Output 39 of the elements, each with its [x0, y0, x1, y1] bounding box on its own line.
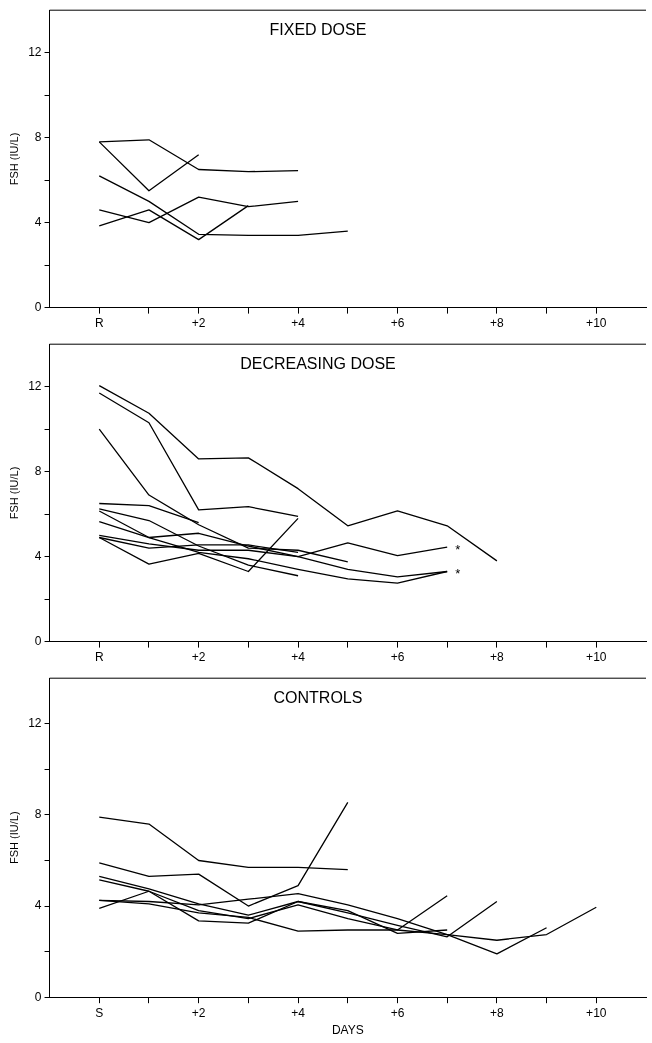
y-axis-title: FSH (IU/L)	[7, 466, 20, 520]
x-tick-label: +10	[586, 316, 607, 331]
x-tick-label: +2	[191, 1005, 206, 1020]
x-tick-label: +8	[490, 650, 505, 665]
x-tick-label: +8	[490, 316, 505, 331]
x-tick-label: S	[95, 1005, 104, 1020]
y-tick-label: 0	[34, 633, 42, 648]
x-tick-label: R	[94, 316, 104, 331]
y-tick-label: 12	[28, 716, 42, 731]
y-tick-label: 0	[34, 299, 42, 314]
x-tick-label: +4	[291, 316, 306, 331]
y-tick-label: 8	[34, 129, 42, 144]
y-tick-label: 8	[34, 463, 42, 478]
x-tick-label: +6	[390, 650, 405, 665]
x-tick-label: R	[94, 650, 104, 665]
y-tick-label: 4	[34, 548, 42, 563]
y-tick-label: 12	[28, 379, 42, 393]
text: FIXED DOSE	[269, 20, 367, 38]
x-tick-label: +2	[191, 650, 206, 665]
y-axis-title: FSH (IU/L)	[7, 811, 20, 864]
y-tick-label: 4	[34, 214, 42, 229]
annotation: *	[455, 566, 461, 582]
y-tick-label: 12	[28, 45, 42, 59]
x-tick-label: +8	[490, 1005, 505, 1020]
y-axis-title: FSH (IU/L)	[7, 132, 20, 186]
x-tick-label: +10	[586, 1005, 607, 1020]
text: DECREASING DOSE	[240, 354, 396, 372]
x-tick-label: +2	[191, 316, 206, 331]
x-tick-label: +4	[291, 650, 306, 665]
y-tick-label: 0	[34, 989, 42, 1004]
x-tick-label: +4	[291, 1005, 306, 1020]
x-tick-label: +6	[390, 1005, 405, 1020]
text: CONTROLS	[273, 688, 363, 706]
x-tick-label: +10	[586, 650, 607, 665]
annotation: *	[455, 541, 461, 557]
x-tick-label: +6	[390, 316, 405, 331]
x-axis-title: DAYS	[331, 1023, 364, 1038]
y-tick-label: 8	[34, 807, 42, 822]
y-tick-label: 4	[34, 898, 42, 913]
